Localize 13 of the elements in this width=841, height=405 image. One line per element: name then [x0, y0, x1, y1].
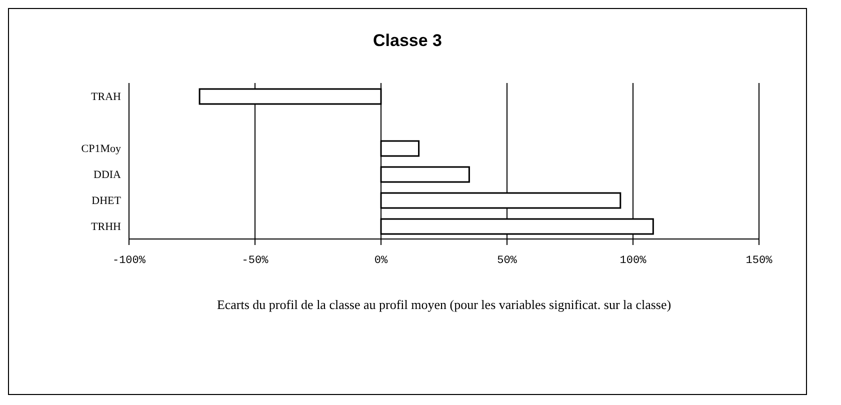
x-tick-label: 50%: [497, 254, 518, 267]
y-tick-label: TRHH: [91, 220, 122, 233]
x-tick-label: -50%: [242, 254, 269, 267]
x-tick-label: -100%: [112, 254, 146, 267]
x-axis-title: Ecarts du profil de la classe au profil moyen (pour les variables significat. sur la classe): [216, 297, 672, 312]
x-tick-label: 0%: [374, 254, 388, 267]
y-tick-label: CP1Moy: [81, 142, 122, 155]
chart-title: Classe 3: [372, 31, 443, 51]
y-tick-label: DHET: [92, 194, 122, 207]
y-tick-label: TRAH: [91, 90, 122, 103]
x-tick-label: 150%: [746, 254, 773, 267]
x-tick-label: 100%: [620, 254, 647, 267]
y-tick-label: DDIA: [94, 168, 122, 181]
